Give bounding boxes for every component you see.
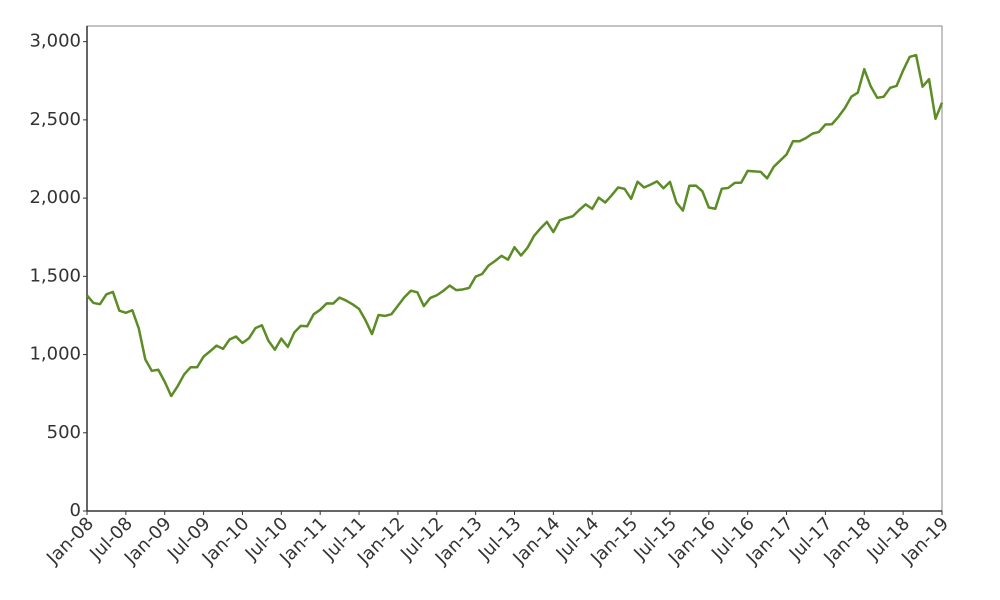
plot-frame xyxy=(86,25,943,512)
y-tick-label: 0 xyxy=(70,500,81,521)
line-series xyxy=(86,53,944,398)
y-tick-label: 2,500 xyxy=(29,109,81,130)
y-tick-label: 500 xyxy=(47,422,81,443)
y-tick-label: 2,000 xyxy=(29,187,81,208)
x-tick-label: Jan-08 xyxy=(42,513,98,569)
y-tick-label: 1,000 xyxy=(29,344,81,365)
y-tick-label: 3,000 xyxy=(29,31,81,52)
y-tick-label: 1,500 xyxy=(29,265,81,286)
